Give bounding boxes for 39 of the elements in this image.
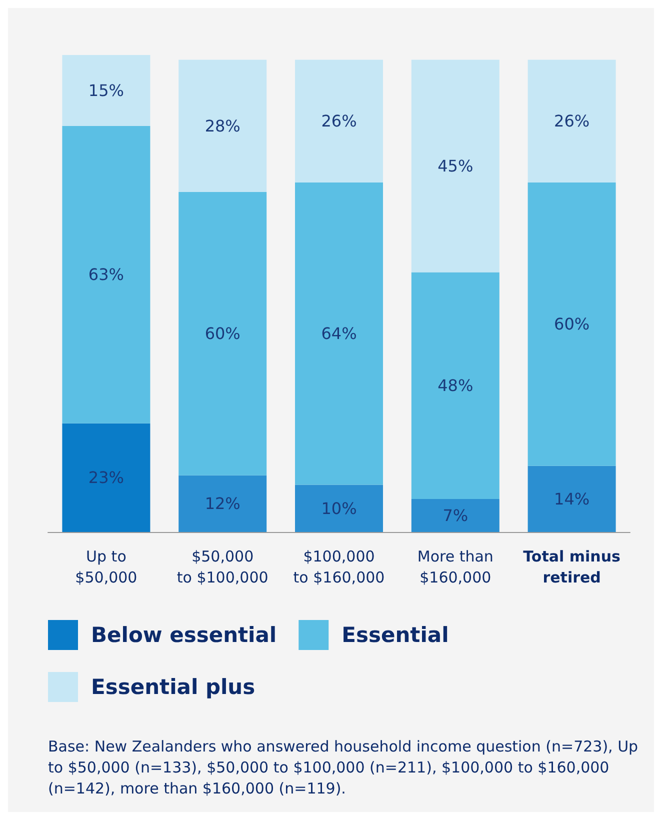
data-label: 26% bbox=[554, 112, 590, 131]
x-tick-label: $50,000 to $100,000 bbox=[176, 548, 268, 586]
bar bbox=[528, 466, 616, 532]
bar bbox=[295, 182, 383, 485]
data-label: 60% bbox=[204, 324, 240, 344]
data-label: 15% bbox=[88, 80, 124, 100]
data-label: 45% bbox=[438, 156, 474, 176]
x-tick-label: Up to $50,000 bbox=[75, 548, 138, 586]
x-tick-label: Total minus retired bbox=[523, 548, 620, 586]
x-tick-label: $100,000 to $160,000 bbox=[293, 548, 385, 586]
bar bbox=[178, 192, 267, 476]
bar bbox=[528, 60, 616, 183]
data-label: 23% bbox=[88, 468, 124, 488]
data-label: 60% bbox=[554, 314, 590, 334]
legend-label: Below essential bbox=[91, 623, 277, 647]
data-label: 10% bbox=[321, 498, 357, 518]
data-label: 14% bbox=[554, 489, 590, 508]
bar bbox=[178, 475, 267, 532]
bar bbox=[411, 272, 500, 499]
data-label: 26% bbox=[321, 112, 357, 131]
data-label: 7% bbox=[442, 506, 468, 525]
bar bbox=[62, 55, 150, 126]
data-label: 63% bbox=[88, 265, 124, 284]
text: Base: New Zealanders who answered household income question (n=723), Up to $50,000 (n=133), $50,000 to $100,000 (n=211), $100,000 to $160,000 (n=142), more than $160,000 (n=119). bbox=[48, 738, 643, 798]
x-tick-label: More than $160,000 bbox=[417, 548, 494, 586]
bar bbox=[411, 60, 500, 272]
data-label: 28% bbox=[204, 116, 240, 136]
legend-label: Essential plus bbox=[91, 675, 256, 699]
bar bbox=[62, 423, 150, 532]
bar bbox=[295, 484, 383, 532]
bar bbox=[528, 182, 616, 466]
data-label: 64% bbox=[321, 324, 357, 344]
legend-label: Essential bbox=[342, 623, 449, 647]
bar bbox=[178, 60, 267, 192]
bar bbox=[411, 498, 500, 532]
data-label: 12% bbox=[204, 494, 240, 514]
bar bbox=[295, 60, 383, 183]
bar bbox=[62, 126, 150, 424]
data-label: 48% bbox=[438, 376, 474, 396]
